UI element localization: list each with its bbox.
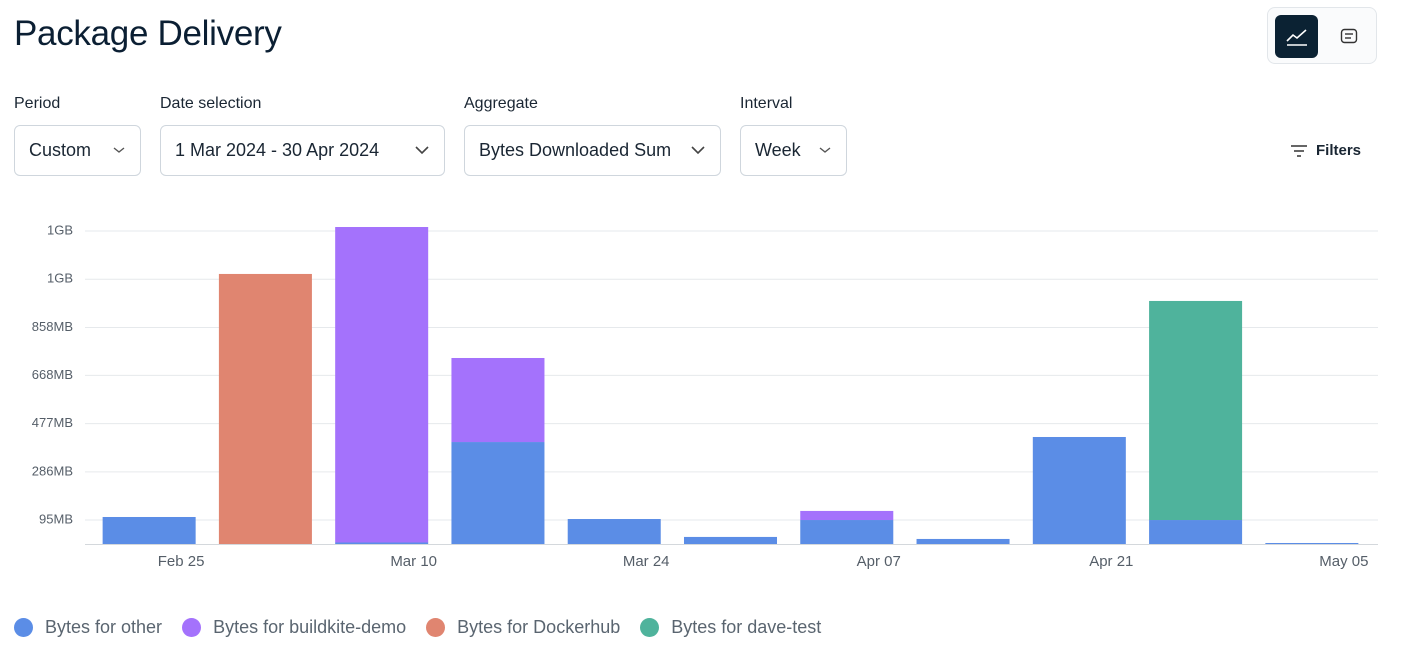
- legend-swatch: [640, 618, 660, 637]
- chart: 95MB 286MB 477MB 668MB 858MB 1GB 1GB Feb 25 Mar …: [32, 222, 1378, 570]
- filters-label: Filters: [1316, 142, 1362, 159]
- y-tick-label: 95MB: [39, 511, 73, 526]
- legend-label: Bytes for Dockerhub: [457, 617, 621, 637]
- filter-icon: [1291, 144, 1307, 157]
- legend-swatch: [14, 618, 33, 637]
- y-tick-label: 1GB: [47, 222, 73, 237]
- y-tick-label: 858MB: [32, 319, 73, 334]
- bar-segment: [800, 520, 894, 544]
- bar-segment: [102, 516, 196, 544]
- chevron: [113, 147, 125, 153]
- legend-label: Bytes for buildkite-demo: [213, 617, 407, 637]
- x-tick-label: Feb 25: [158, 553, 205, 570]
- page-title: Package Delivery: [14, 14, 282, 53]
- view-toggle: [1267, 7, 1377, 64]
- x-tick-label: Apr 21: [1089, 553, 1133, 570]
- y-tick-label: 1GB: [47, 271, 73, 286]
- list-view-button[interactable]: [1327, 15, 1370, 58]
- legend-label: Bytes for other: [45, 617, 163, 637]
- x-tick-label: Mar 24: [623, 553, 670, 570]
- bar-segment: [1032, 436, 1126, 544]
- bar-segment: [683, 536, 778, 544]
- select-value: Bytes Downloaded Sum: [479, 140, 672, 160]
- legend-item[interactable]: Bytes for dave-test: [640, 617, 821, 638]
- y-tick-label: 668MB: [32, 367, 73, 382]
- x-tick-label: May 05: [1319, 553, 1368, 570]
- legend: Bytes for other Bytes for buildkite-demo B…: [14, 617, 821, 638]
- bar-segment: [916, 538, 1010, 544]
- bar-segment: [800, 510, 894, 521]
- bar-segment: [1149, 520, 1243, 544]
- bar-segment: [451, 357, 545, 443]
- legend-item[interactable]: Bytes for Dockerhub: [426, 617, 620, 638]
- legend-label: Bytes for dave-test: [671, 617, 822, 637]
- y-tick-label: 286MB: [32, 463, 73, 478]
- filters-button[interactable]: Filters: [1290, 142, 1361, 159]
- field-label: Period: [14, 95, 61, 112]
- select-value: Week: [755, 140, 801, 160]
- chart-view-button[interactable]: [1275, 15, 1318, 58]
- x-tick-label: Mar 10: [390, 553, 437, 570]
- x-tick-label: Apr 07: [857, 553, 901, 570]
- bar-segment: [218, 273, 312, 544]
- bar-segment: [335, 542, 429, 544]
- chevron: [415, 146, 429, 155]
- y-tick-label: 477MB: [32, 415, 73, 430]
- field-label: Interval: [740, 95, 793, 112]
- chevron: [819, 147, 831, 153]
- select-value: 1 Mar 2024 - 30 Apr 2024: [175, 140, 380, 160]
- chart-icon: [1285, 28, 1307, 46]
- bar-segment: [1265, 542, 1359, 544]
- legend-item[interactable]: Bytes for other: [14, 617, 162, 638]
- bar-segment: [567, 519, 661, 544]
- field-label: Aggregate: [464, 95, 538, 112]
- legend-swatch: [426, 618, 446, 637]
- interval-select[interactable]: Week: [740, 125, 847, 176]
- list-icon: [1340, 28, 1357, 43]
- aggregate-select[interactable]: Bytes Downloaded Sum: [464, 125, 721, 176]
- bar-segment: [335, 227, 429, 543]
- select-value: Custom: [29, 140, 92, 160]
- bar-segment: [451, 442, 545, 544]
- legend-swatch: [182, 618, 202, 637]
- legend-item[interactable]: Bytes for buildkite-demo: [182, 617, 406, 638]
- period-select[interactable]: Custom: [14, 125, 141, 176]
- field-label: Date selection: [160, 95, 262, 112]
- chevron: [691, 146, 705, 155]
- date-select[interactable]: 1 Mar 2024 - 30 Apr 2024: [160, 125, 445, 176]
- bar-segment: [1149, 300, 1243, 521]
